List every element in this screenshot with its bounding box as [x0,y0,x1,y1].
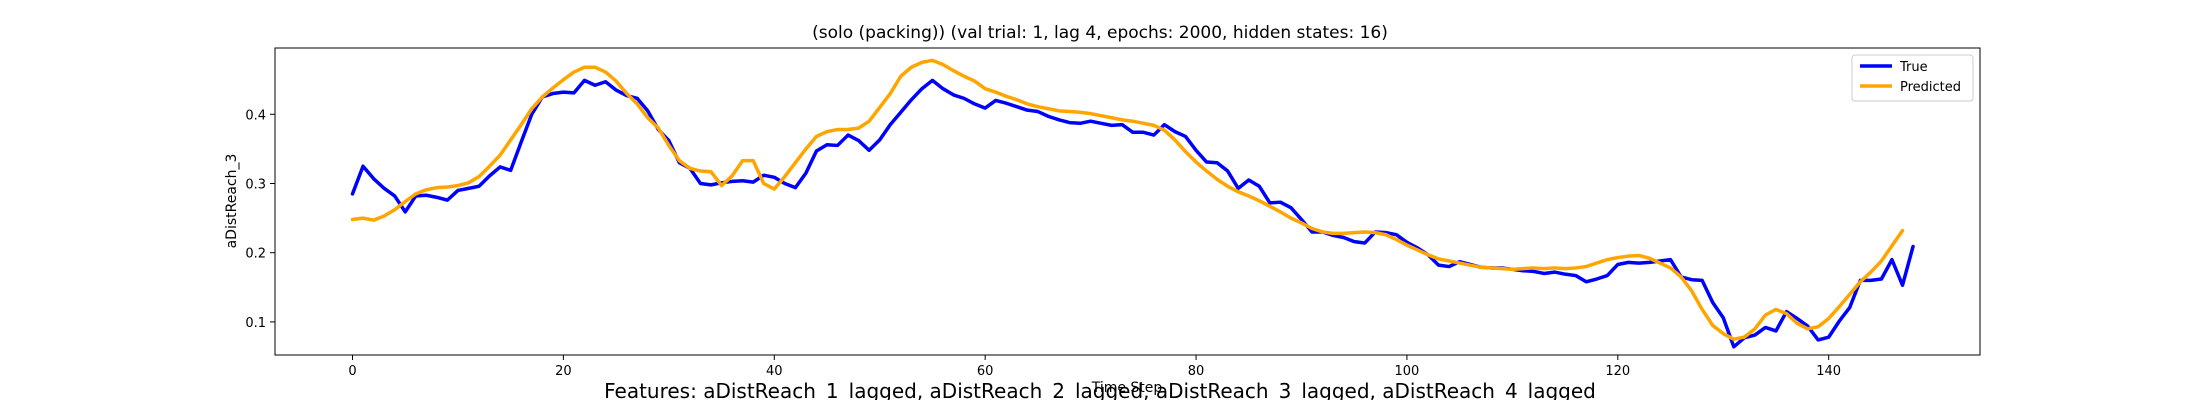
x-tick-label: 40 [766,364,783,379]
y-axis: 0.1 0.2 0.3 0.4 [245,108,275,331]
features-caption: Features: aDistReach_1_lagged, aDistReac… [604,379,1596,400]
series-line-predicted [350,58,1905,341]
x-tick-label: 140 [1816,364,1841,379]
y-axis-label: aDistReach_3 [224,154,240,249]
x-tick-label: 20 [555,364,572,379]
series-line-true [350,78,1915,349]
plot-area [274,47,1981,356]
series-layer [350,58,1915,349]
y-tick-label: 0.3 [245,178,266,193]
legend-label-true: True [1899,60,1928,75]
legend-label-predicted: Predicted [1900,80,1961,95]
y-tick-label: 0.4 [245,108,266,123]
x-tick-label: 80 [1188,364,1205,379]
legend: True Predicted [1851,54,1974,102]
x-axis-label: Time Step [1091,380,1163,396]
x-tick-label: 120 [1605,364,1630,379]
y-tick-label: 0.1 [245,316,266,331]
x-tick-label: 0 [348,364,356,379]
x-axis: 0 20 40 60 80 100 120 140 [348,355,1841,379]
x-tick-label: 100 [1395,364,1420,379]
chart-title: (solo (packing)) (val trial: 1, lag 4, e… [812,23,1388,43]
y-tick-label: 0.2 [245,247,266,262]
x-tick-label: 60 [977,364,994,379]
